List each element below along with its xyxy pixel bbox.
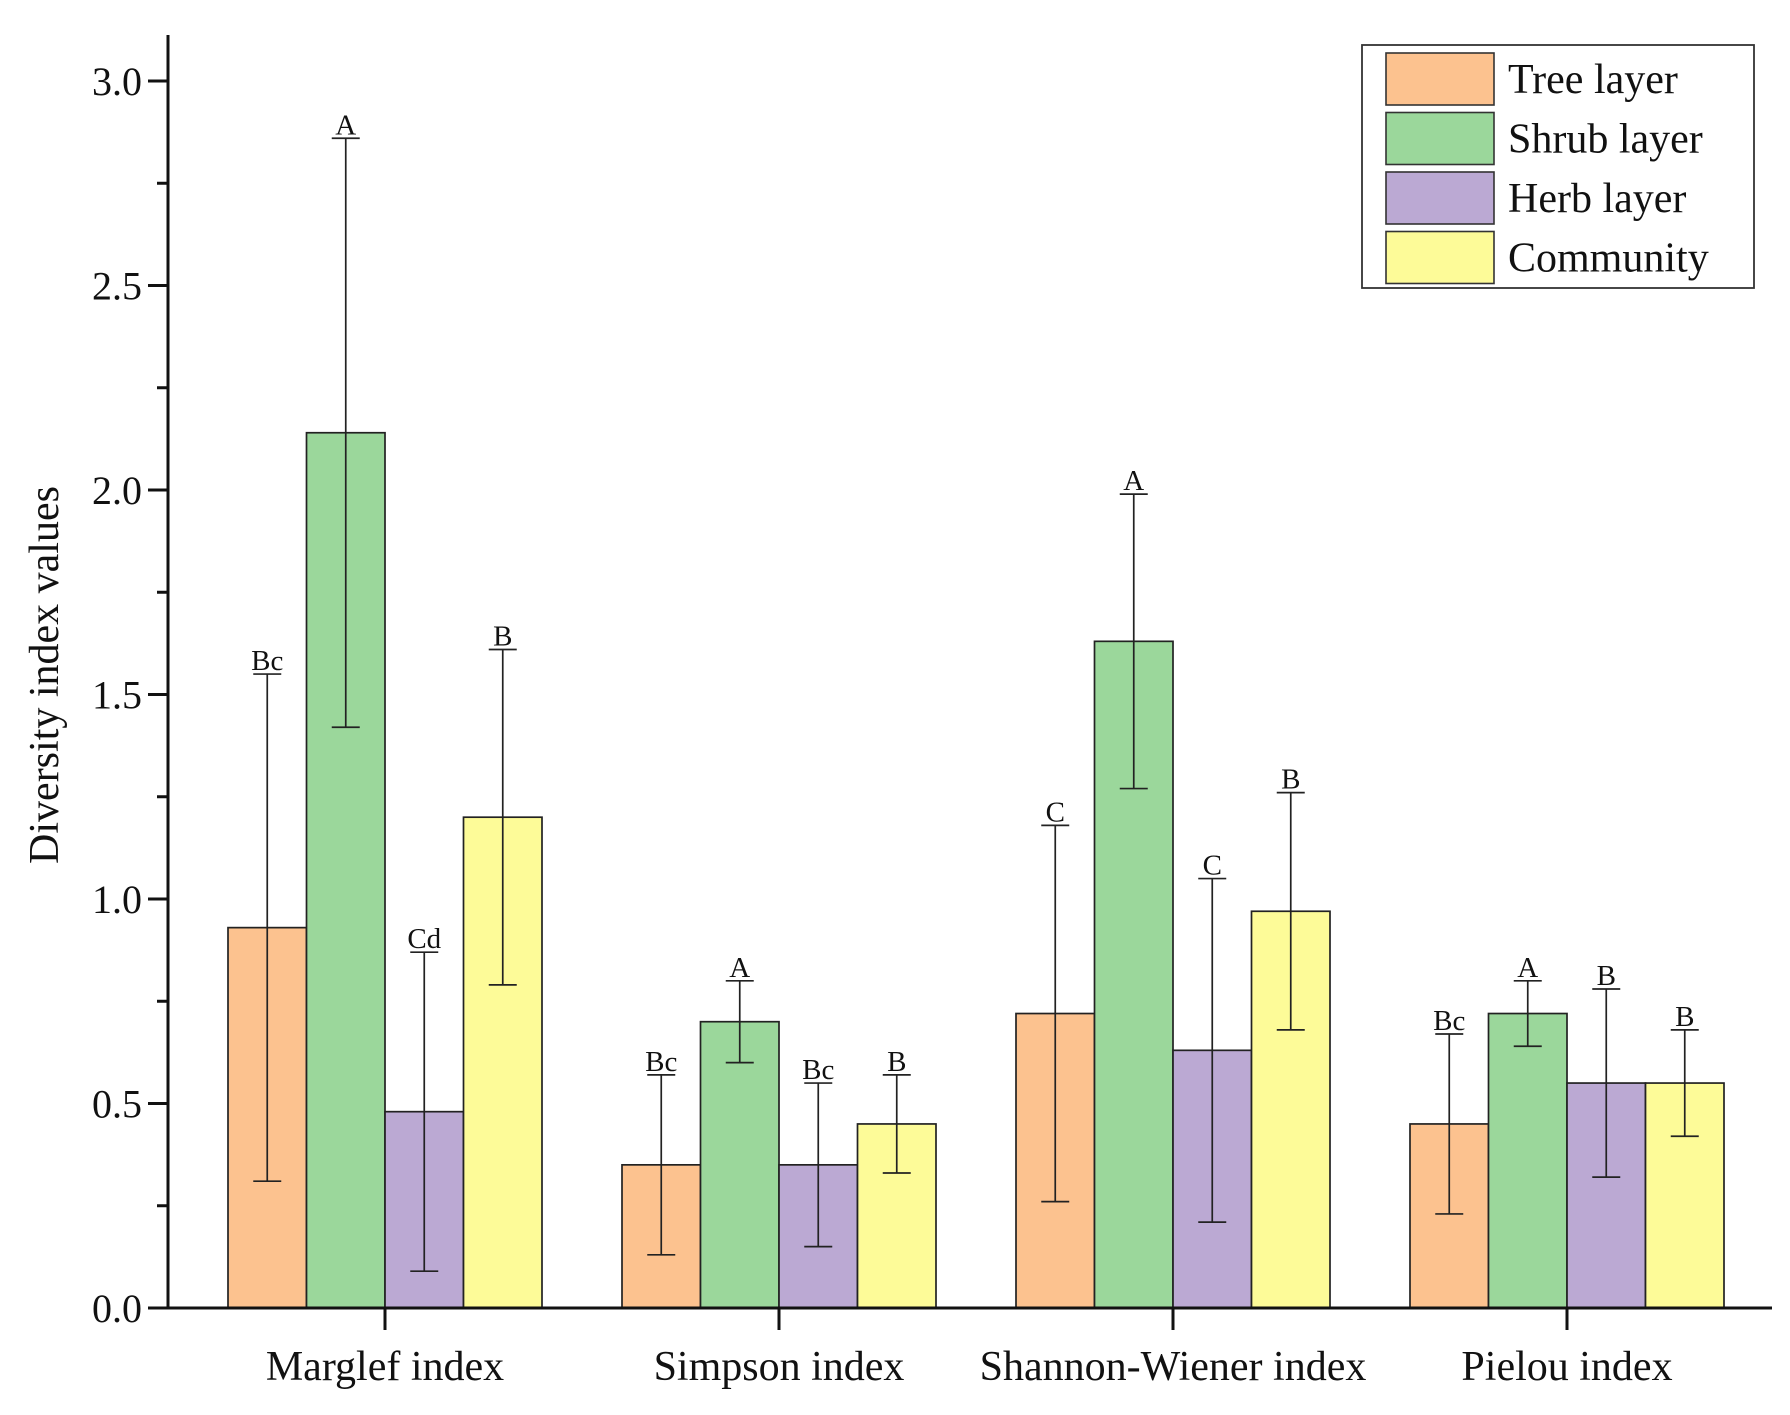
significance-label-2-4: A — [1517, 952, 1538, 984]
legend-label-4: Community — [1508, 236, 1709, 282]
y-tick-label-0: 0.0 — [92, 1286, 142, 1331]
legend-swatch-1 — [1385, 52, 1495, 106]
significance-label-4-1: B — [493, 621, 512, 653]
legend-swatch-2 — [1385, 111, 1495, 166]
plot-area: Bc A Cd B Bc A Bc B C A C B Bc A B B — [227, 109, 1725, 1309]
significance-label-2-1: A — [335, 109, 356, 141]
bar-2-4 — [1487, 1012, 1568, 1309]
y-tick-label-3: 1.5 — [92, 673, 142, 718]
y-tick-label-5: 2.5 — [92, 264, 142, 309]
y-axis-title: Diversity index values — [22, 486, 68, 864]
significance-label-4-3: B — [1281, 764, 1300, 796]
y-axis: 0.0 0.5 1.0 1.5 2.0 2.5 3.0 — [92, 35, 170, 1331]
legend-label-2: Shrub layer — [1508, 117, 1703, 163]
x-category-label-3: Shannon-Wiener index — [980, 1344, 1367, 1390]
significance-label-1-3: C — [1046, 796, 1065, 828]
significance-label-3-4: B — [1597, 960, 1616, 992]
legend: Tree layer Shrub layer Herb layer Community — [1361, 44, 1755, 289]
significance-label-4-2: B — [887, 1046, 906, 1078]
significance-label-1-1: Bc — [251, 645, 283, 677]
x-category-label-2: Simpson index — [654, 1344, 905, 1390]
x-axis: Marglef index Simpson index Shannon-Wiener… — [168, 1306, 1772, 1390]
significance-label-2-2: A — [729, 952, 750, 984]
y-tick-label-1: 0.5 — [92, 1082, 142, 1127]
legend-label-3: Herb layer — [1508, 176, 1686, 222]
y-tick-label-6: 3.0 — [92, 59, 142, 104]
significance-label-1-4: Bc — [1433, 1005, 1465, 1037]
significance-label-1-2: Bc — [645, 1046, 677, 1078]
legend-swatch-4 — [1385, 230, 1495, 285]
y-tick-label-4: 2.0 — [92, 468, 142, 513]
significance-label-3-3: C — [1203, 850, 1222, 882]
bar-2-2 — [699, 1020, 780, 1309]
significance-label-3-1: Cd — [407, 923, 441, 955]
significance-label-3-2: Bc — [802, 1054, 834, 1086]
x-category-label-1: Marglef index — [266, 1344, 504, 1390]
y-tick-label-2: 1.0 — [92, 877, 142, 922]
legend-label-1: Tree layer — [1508, 57, 1678, 103]
significance-label-2-3: A — [1123, 465, 1144, 497]
legend-swatch-3 — [1385, 171, 1495, 225]
significance-label-4-4: B — [1675, 1001, 1694, 1033]
x-category-label-4: Pielou index — [1461, 1344, 1672, 1390]
